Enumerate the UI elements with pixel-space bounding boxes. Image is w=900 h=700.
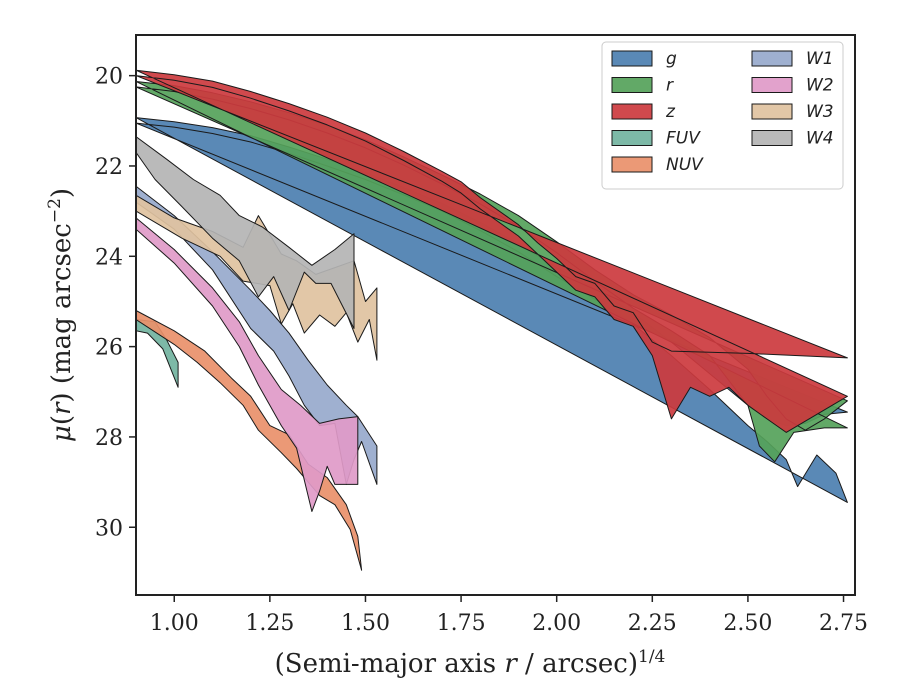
legend-label-w3: W3 bbox=[806, 102, 834, 122]
legend-swatch-g bbox=[611, 50, 653, 67]
y-tick-label: 22 bbox=[95, 155, 123, 180]
y-tick-label: 28 bbox=[95, 426, 123, 451]
x-tick-label: 2.00 bbox=[532, 611, 581, 636]
x-tick-label: 1.00 bbox=[150, 611, 199, 636]
x-axis-label: (Semi-major axis r / arcsec)1/4 bbox=[275, 647, 666, 679]
legend-label-r: r bbox=[666, 76, 674, 96]
legend-swatch-z bbox=[611, 103, 653, 120]
legend-swatch-w2 bbox=[751, 77, 793, 93]
legend-label-nuv: NUV bbox=[666, 155, 704, 175]
y-axis-label: μ(r) (mag arcsec−2) bbox=[45, 188, 77, 442]
x-tick-label: 1.25 bbox=[245, 611, 294, 636]
legend-label-w1: W1 bbox=[806, 49, 834, 69]
legend: grz FUV NUV W1 W2 W3 W4 bbox=[601, 41, 844, 190]
legend-swatch-fuv bbox=[611, 130, 653, 146]
legend-label-z: z bbox=[665, 102, 676, 122]
y-tick-label: 24 bbox=[95, 245, 123, 270]
legend-label-w2: W2 bbox=[806, 76, 834, 96]
x-axis: 1.00 1.25 1.50 1.75 2.00 2.25 2.50 2.75 bbox=[150, 595, 868, 636]
x-tick-label: 2.25 bbox=[628, 611, 677, 636]
y-tick-label: 20 bbox=[95, 65, 123, 90]
profile-bands bbox=[136, 69, 848, 571]
legend-swatch-w3 bbox=[751, 103, 793, 120]
band-w1 bbox=[136, 185, 378, 485]
x-tick-label: 2.75 bbox=[819, 611, 868, 636]
plot-frame bbox=[135, 34, 856, 596]
legend-swatch-w4 bbox=[751, 130, 793, 146]
band-w4 bbox=[136, 136, 355, 329]
y-axis: 20 22 24 26 28 30 bbox=[95, 65, 136, 541]
x-tick-label: 2.50 bbox=[723, 611, 772, 636]
legend-label-w4: W4 bbox=[806, 129, 834, 149]
y-tick-label: 30 bbox=[95, 516, 123, 541]
legend-swatch-w1 bbox=[751, 50, 793, 67]
legend-swatch-r bbox=[611, 77, 653, 93]
legend-label-g: g bbox=[666, 49, 677, 69]
x-tick-label: 1.50 bbox=[341, 611, 390, 636]
band-nuv bbox=[136, 310, 363, 571]
legend-swatch-nuv bbox=[611, 156, 653, 173]
legend-label-fuv: FUV bbox=[666, 129, 701, 149]
band-z bbox=[136, 69, 848, 433]
y-tick-label: 26 bbox=[95, 336, 123, 361]
band-w2 bbox=[136, 217, 359, 512]
x-tick-label: 1.75 bbox=[437, 611, 486, 636]
